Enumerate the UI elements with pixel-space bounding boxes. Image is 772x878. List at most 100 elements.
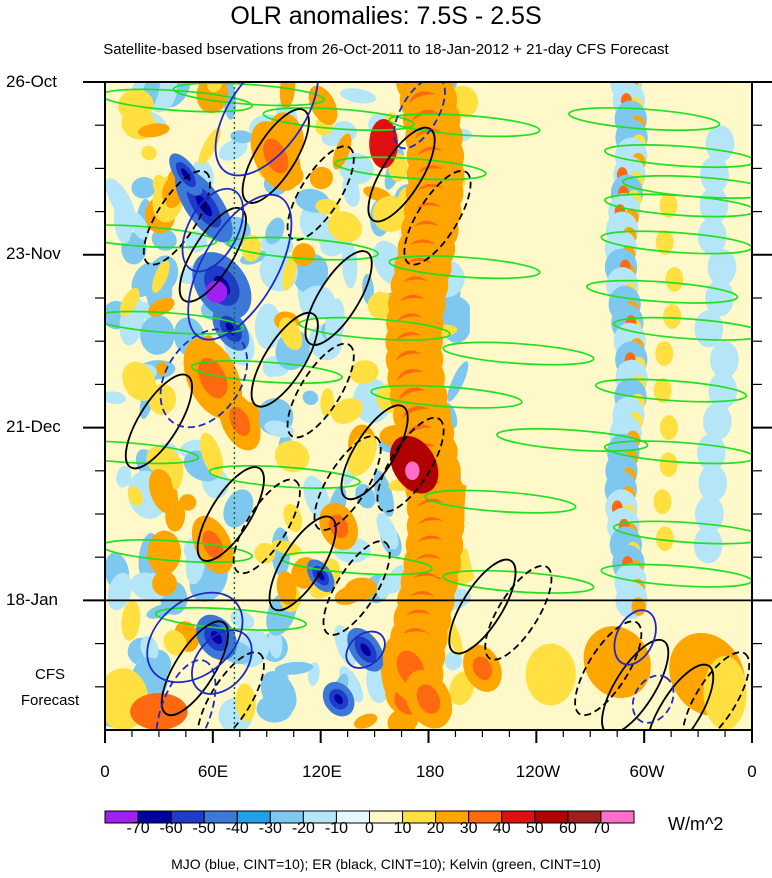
kelvin-contour — [568, 107, 721, 132]
anomaly-cell — [261, 673, 289, 694]
mjo-contour — [191, 629, 253, 695]
kelvin-contour — [585, 279, 739, 304]
kelvin-contour — [154, 606, 307, 631]
anomaly-cell — [292, 243, 316, 267]
er-contour — [304, 250, 373, 346]
anomaly-cell — [218, 139, 248, 161]
anomaly-cell — [369, 119, 398, 169]
er-contour — [142, 169, 211, 266]
er-contour — [601, 638, 670, 730]
anomaly-cell — [447, 361, 469, 402]
kelvin-contour — [298, 316, 451, 341]
anomaly-cell — [146, 603, 176, 619]
anomaly-cell — [198, 127, 221, 165]
anomaly-cell — [195, 194, 213, 217]
anomaly-cell — [276, 571, 297, 606]
anomaly-cell — [119, 287, 140, 317]
x-tick-label-0-end: 0 — [747, 762, 757, 781]
er-contour — [682, 651, 751, 730]
anomaly-cell — [131, 176, 157, 199]
anomaly-cell — [707, 248, 737, 286]
kelvin-contour — [612, 520, 752, 545]
anomaly-cell — [140, 635, 159, 661]
forecast-label-cfs: CFS — [35, 666, 65, 683]
er-contour — [322, 540, 391, 636]
anomaly-cell — [663, 304, 682, 329]
anomaly-cell — [703, 655, 747, 730]
colorbar-tick-label: 0 — [365, 820, 374, 837]
colorbar-tick-label: -40 — [225, 820, 249, 837]
anomaly-cell — [709, 341, 739, 379]
colorbar-tick-label: 70 — [592, 820, 610, 837]
mjo-contours — [146, 82, 675, 730]
kelvin-contour — [208, 464, 361, 489]
mjo-contour — [146, 591, 244, 684]
mjo-contour — [393, 82, 446, 150]
mjo-contour — [214, 82, 319, 177]
er-contour — [286, 145, 355, 241]
anomaly-cell — [334, 625, 357, 666]
er-contour — [178, 206, 247, 303]
colorbar-tick-label: 40 — [492, 820, 511, 837]
kelvin-contour — [496, 427, 649, 452]
er-contour — [196, 466, 265, 562]
chart-subtitle: Satellite-based bservations from 26-Oct-… — [103, 41, 669, 58]
anomaly-cell — [373, 470, 395, 517]
anomaly-cell — [340, 88, 376, 104]
anomaly-cell — [708, 372, 738, 410]
anomaly-cell — [464, 390, 609, 638]
y-tick-label-26-oct: 26-Oct — [6, 72, 58, 91]
anomaly-cell — [665, 267, 684, 292]
mjo-contour — [155, 659, 217, 730]
kelvin-contour — [262, 107, 415, 132]
er-contour — [574, 620, 643, 717]
mjo-contour — [159, 328, 249, 429]
er-contour — [241, 108, 310, 204]
mjo-contour — [631, 674, 675, 724]
anomaly-cell — [655, 341, 674, 366]
mjo-contour — [613, 609, 657, 666]
anomaly-cell — [331, 398, 363, 424]
colorbar-tick-label: 60 — [558, 820, 577, 837]
colorbar-tick-label: -20 — [291, 820, 315, 837]
kelvin-contour — [105, 224, 218, 249]
anomaly-cell — [152, 260, 170, 293]
er-contour — [286, 342, 355, 439]
anomaly-cell — [327, 211, 363, 243]
anomaly-cell — [274, 661, 314, 675]
anomaly-cell — [696, 433, 726, 471]
anomaly-cell — [334, 694, 343, 705]
mjo-contour — [187, 193, 293, 341]
kelvin-contour — [370, 384, 523, 409]
er-contour — [448, 558, 517, 655]
contour-legend-footer: MJO (blue, CINT=10); ER (black, CINT=10)… — [171, 856, 601, 872]
anomaly-cell — [148, 469, 179, 514]
anomaly-cell — [241, 234, 262, 262]
units-label: W/m^2 — [668, 814, 724, 834]
anomaly-cell — [302, 390, 319, 406]
anomaly-cell — [127, 486, 143, 506]
er-contour — [196, 651, 265, 730]
kelvin-contour — [603, 144, 752, 169]
colorbar-tick-label: -70 — [126, 820, 150, 837]
er-contour — [250, 311, 319, 408]
colorbar-tick-label: 20 — [426, 820, 445, 837]
anomaly-cell — [699, 186, 729, 224]
anomaly-cell — [355, 483, 376, 509]
colorbar-tick-label: 30 — [459, 820, 478, 837]
anomaly-cell — [372, 195, 409, 233]
er-contour — [268, 515, 337, 612]
anomaly-cell — [278, 317, 303, 351]
anomaly-cell — [659, 415, 678, 440]
er-contour — [160, 620, 229, 717]
anomaly-cell — [405, 461, 420, 481]
x-tick-label-120e: 120E — [302, 762, 342, 781]
chart-title: OLR anomalies: 7.5S - 2.5S — [230, 2, 542, 30]
kelvin-contour — [442, 569, 595, 594]
anomaly-cell — [130, 692, 188, 730]
er-contour — [376, 416, 445, 513]
anomaly-cell — [367, 291, 395, 319]
kelvin-contour — [190, 360, 343, 385]
anomaly-cell — [341, 239, 358, 289]
